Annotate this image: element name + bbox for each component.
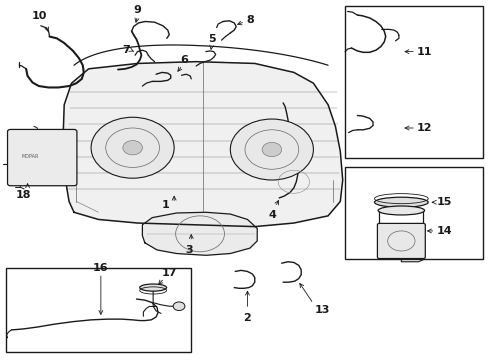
Text: 14: 14 — [437, 226, 452, 236]
Text: 8: 8 — [246, 15, 254, 26]
Text: 6: 6 — [180, 54, 188, 64]
Polygon shape — [63, 62, 343, 226]
Text: 2: 2 — [244, 314, 251, 323]
Text: 15: 15 — [437, 197, 452, 207]
Ellipse shape — [374, 197, 428, 207]
Circle shape — [123, 140, 143, 155]
Circle shape — [262, 142, 282, 157]
Circle shape — [91, 117, 174, 178]
Bar — [5, 268, 191, 352]
Text: 18: 18 — [15, 190, 31, 200]
Text: 5: 5 — [208, 35, 216, 44]
Text: 11: 11 — [417, 46, 433, 57]
Text: 1: 1 — [162, 200, 169, 210]
Text: 16: 16 — [93, 262, 109, 273]
Ellipse shape — [378, 206, 424, 215]
Bar — [345, 6, 484, 158]
Text: 10: 10 — [32, 12, 48, 22]
Text: MOPAR: MOPAR — [22, 154, 39, 159]
Text: 4: 4 — [269, 211, 276, 220]
Text: 3: 3 — [185, 244, 193, 255]
Text: 12: 12 — [417, 123, 433, 133]
FancyBboxPatch shape — [377, 224, 425, 258]
Polygon shape — [143, 212, 257, 255]
Bar — [345, 167, 484, 259]
Text: 17: 17 — [162, 267, 177, 278]
Text: 13: 13 — [315, 305, 330, 315]
FancyBboxPatch shape — [7, 130, 77, 186]
Circle shape — [173, 302, 185, 311]
Text: 7: 7 — [122, 45, 130, 55]
Circle shape — [230, 119, 314, 180]
Ellipse shape — [140, 284, 167, 291]
Text: 9: 9 — [134, 5, 142, 15]
